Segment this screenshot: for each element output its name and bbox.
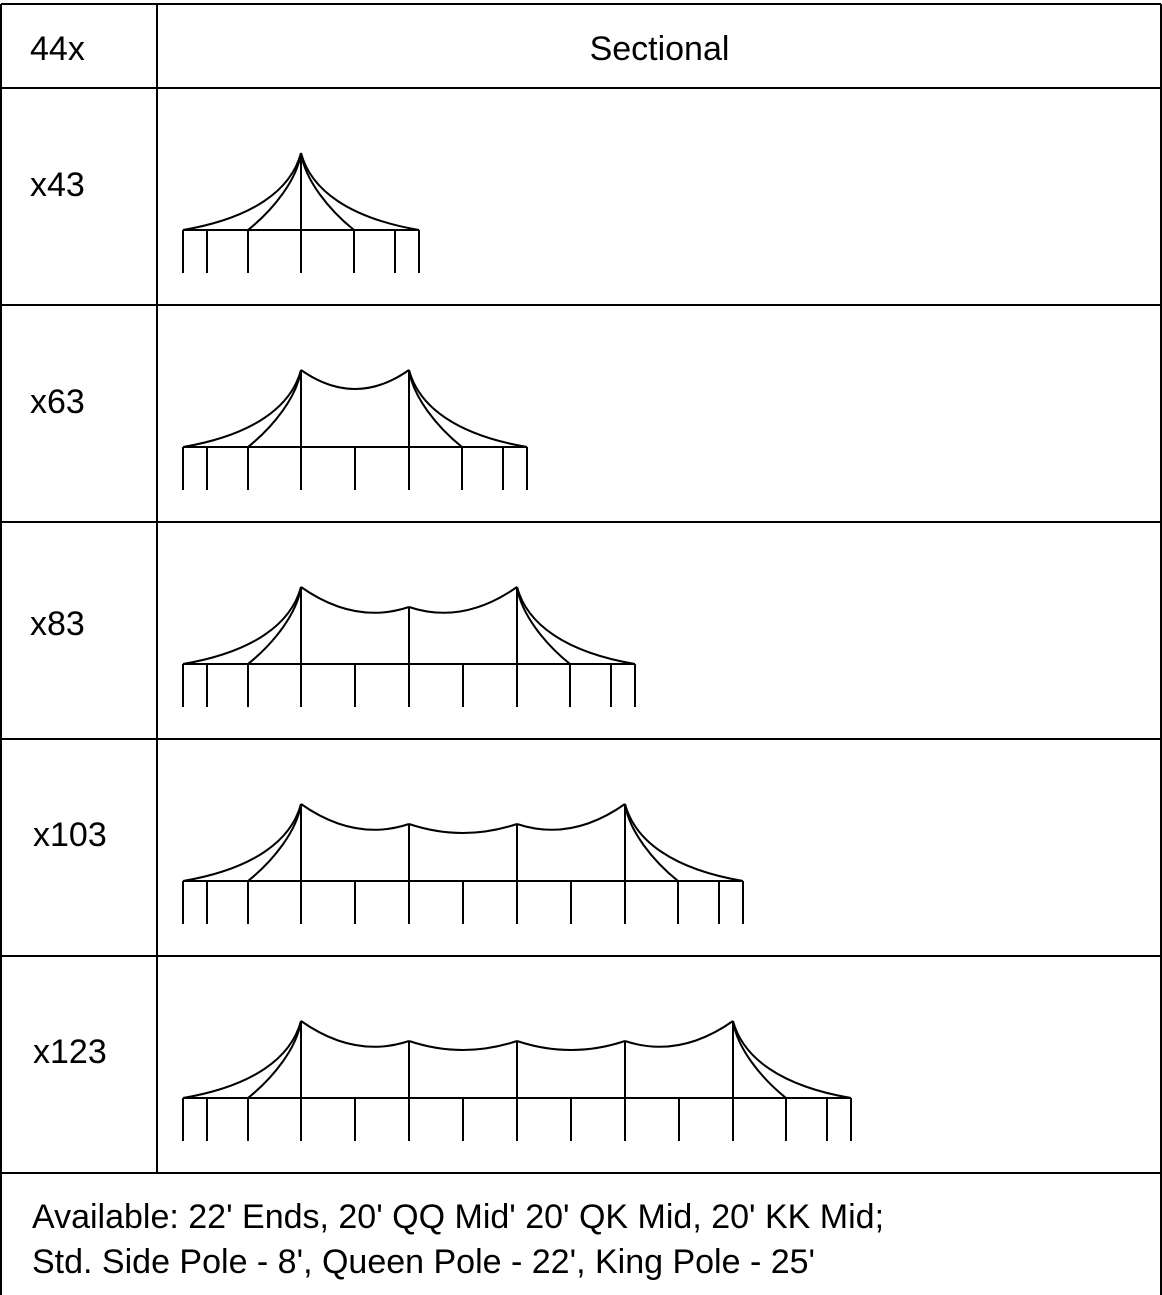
roof-end-left-inner	[247, 152, 302, 231]
roof-end-left-inner	[247, 586, 302, 665]
header-sectional: Sectional	[589, 30, 730, 68]
roof-end-left-outer	[182, 1020, 302, 1099]
roof-end-left-outer	[182, 803, 302, 882]
roof-end-right-outer	[732, 1020, 852, 1099]
canopy-arc	[516, 1040, 626, 1051]
roof-end-left-inner	[247, 369, 302, 448]
header-size: 44x	[30, 30, 85, 68]
canopy-arc	[408, 823, 518, 834]
availability-note: Available: 22' Ends, 20' QQ Mid' 20' QK …	[32, 1195, 884, 1285]
availability-line-2: Std. Side Pole - 8', Queen Pole - 22', K…	[32, 1243, 816, 1281]
roof-end-left-inner	[247, 803, 302, 882]
row-label-x103: x103	[33, 816, 107, 854]
roof-end-left-inner	[247, 1020, 302, 1099]
roof-end-right-inner	[624, 803, 679, 882]
roof-end-right-outer	[624, 803, 744, 882]
roof-end-right-inner	[300, 152, 355, 231]
canopy-arc	[516, 803, 626, 831]
canopy-arc	[408, 1040, 518, 1051]
row-label-x83: x83	[30, 605, 85, 643]
row-label-x123: x123	[33, 1033, 107, 1071]
roof-end-right-outer	[408, 369, 528, 448]
canopy-arc	[624, 1020, 734, 1048]
roof-end-right-inner	[516, 586, 571, 665]
canopy-arc	[300, 369, 410, 390]
roof-end-right-outer	[300, 152, 420, 231]
row-label-x43: x43	[30, 166, 85, 204]
roof-end-right-inner	[732, 1020, 787, 1099]
row-label-x63: x63	[30, 383, 85, 421]
roof-end-left-outer	[182, 152, 302, 231]
canopy-arc	[300, 586, 410, 614]
roof-end-right-inner	[408, 369, 463, 448]
roof-end-right-outer	[516, 586, 636, 665]
availability-line-1: Available: 22' Ends, 20' QQ Mid' 20' QK …	[32, 1198, 885, 1236]
roof-end-left-outer	[182, 586, 302, 665]
canopy-arc	[408, 586, 518, 614]
canopy-arc	[300, 803, 410, 831]
canopy-arc	[300, 1020, 410, 1048]
roof-end-left-outer	[182, 369, 302, 448]
